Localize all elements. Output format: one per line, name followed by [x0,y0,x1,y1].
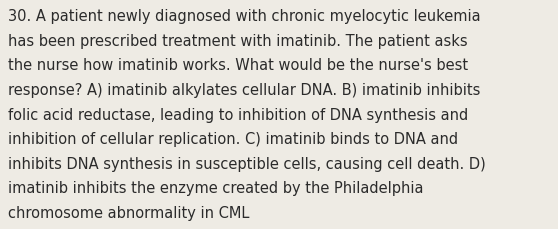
Text: folic acid reductase, leading to inhibition of DNA synthesis and: folic acid reductase, leading to inhibit… [8,107,469,122]
Text: chromosome abnormality in CML: chromosome abnormality in CML [8,205,250,220]
Text: 30. A patient newly diagnosed with chronic myelocytic leukemia: 30. A patient newly diagnosed with chron… [8,9,481,24]
Text: response? A) imatinib alkylates cellular DNA. B) imatinib inhibits: response? A) imatinib alkylates cellular… [8,83,481,98]
Text: inhibits DNA synthesis in susceptible cells, causing cell death. D): inhibits DNA synthesis in susceptible ce… [8,156,486,171]
Text: inhibition of cellular replication. C) imatinib binds to DNA and: inhibition of cellular replication. C) i… [8,132,459,147]
Text: the nurse how imatinib works. What would be the nurse's best: the nurse how imatinib works. What would… [8,58,469,73]
Text: has been prescribed treatment with imatinib. The patient asks: has been prescribed treatment with imati… [8,34,468,49]
Text: imatinib inhibits the enzyme created by the Philadelphia: imatinib inhibits the enzyme created by … [8,181,424,196]
